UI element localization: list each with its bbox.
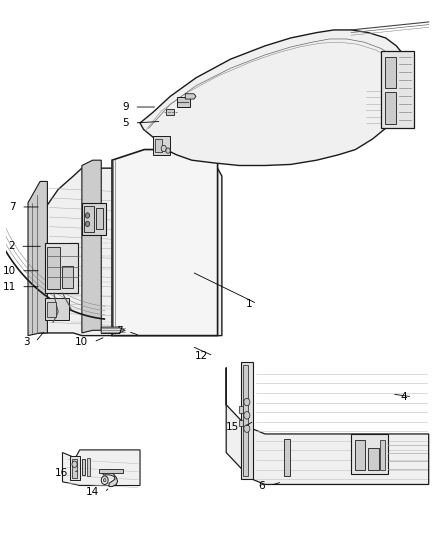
Text: 10: 10 <box>3 266 16 276</box>
Circle shape <box>85 221 90 227</box>
Bar <box>351 434 388 474</box>
Bar <box>47 302 56 317</box>
Text: 16: 16 <box>55 468 68 478</box>
Bar <box>45 298 69 320</box>
Bar <box>87 458 90 477</box>
Text: 15: 15 <box>226 422 239 432</box>
Bar <box>72 459 77 478</box>
Circle shape <box>166 148 170 154</box>
Polygon shape <box>140 30 407 165</box>
Polygon shape <box>101 471 118 487</box>
Polygon shape <box>185 94 196 99</box>
Polygon shape <box>112 150 218 336</box>
Polygon shape <box>226 368 429 484</box>
Polygon shape <box>63 450 140 486</box>
Bar <box>155 139 162 152</box>
Bar <box>355 440 365 470</box>
Bar <box>82 203 106 235</box>
Text: 4: 4 <box>400 392 407 402</box>
Bar <box>385 92 396 124</box>
Bar <box>153 136 170 155</box>
Bar <box>166 109 174 115</box>
Text: 1: 1 <box>245 298 252 309</box>
Text: 7: 7 <box>9 202 16 212</box>
Text: 12: 12 <box>195 351 208 361</box>
Bar <box>381 51 413 128</box>
Bar <box>239 406 244 413</box>
Text: 6: 6 <box>258 481 265 490</box>
Bar <box>95 208 103 229</box>
Bar <box>241 362 253 479</box>
Circle shape <box>103 479 106 482</box>
Circle shape <box>244 425 250 432</box>
Circle shape <box>72 461 77 467</box>
Bar <box>239 419 244 426</box>
Text: 3: 3 <box>24 337 30 347</box>
Text: 14: 14 <box>86 488 99 497</box>
Bar <box>385 56 396 88</box>
Polygon shape <box>101 327 125 334</box>
Polygon shape <box>28 181 47 336</box>
Text: 2: 2 <box>8 241 15 251</box>
Bar <box>70 456 80 480</box>
Bar <box>368 448 379 470</box>
Bar <box>381 440 385 470</box>
Bar <box>45 243 78 293</box>
Bar <box>47 247 60 289</box>
Bar <box>82 459 85 475</box>
Circle shape <box>244 411 250 419</box>
Bar <box>84 206 93 232</box>
Circle shape <box>244 398 250 406</box>
Text: 5: 5 <box>123 118 129 128</box>
Text: 9: 9 <box>123 102 129 112</box>
Text: 10: 10 <box>75 337 88 347</box>
Text: 7: 7 <box>116 326 123 336</box>
Bar <box>63 266 73 288</box>
Bar <box>177 98 190 107</box>
Text: 11: 11 <box>3 282 16 292</box>
Bar <box>99 469 123 473</box>
Circle shape <box>161 146 166 152</box>
Bar <box>244 365 248 477</box>
Bar <box>284 439 290 477</box>
Polygon shape <box>32 168 222 336</box>
Circle shape <box>85 213 90 218</box>
Polygon shape <box>82 160 101 333</box>
